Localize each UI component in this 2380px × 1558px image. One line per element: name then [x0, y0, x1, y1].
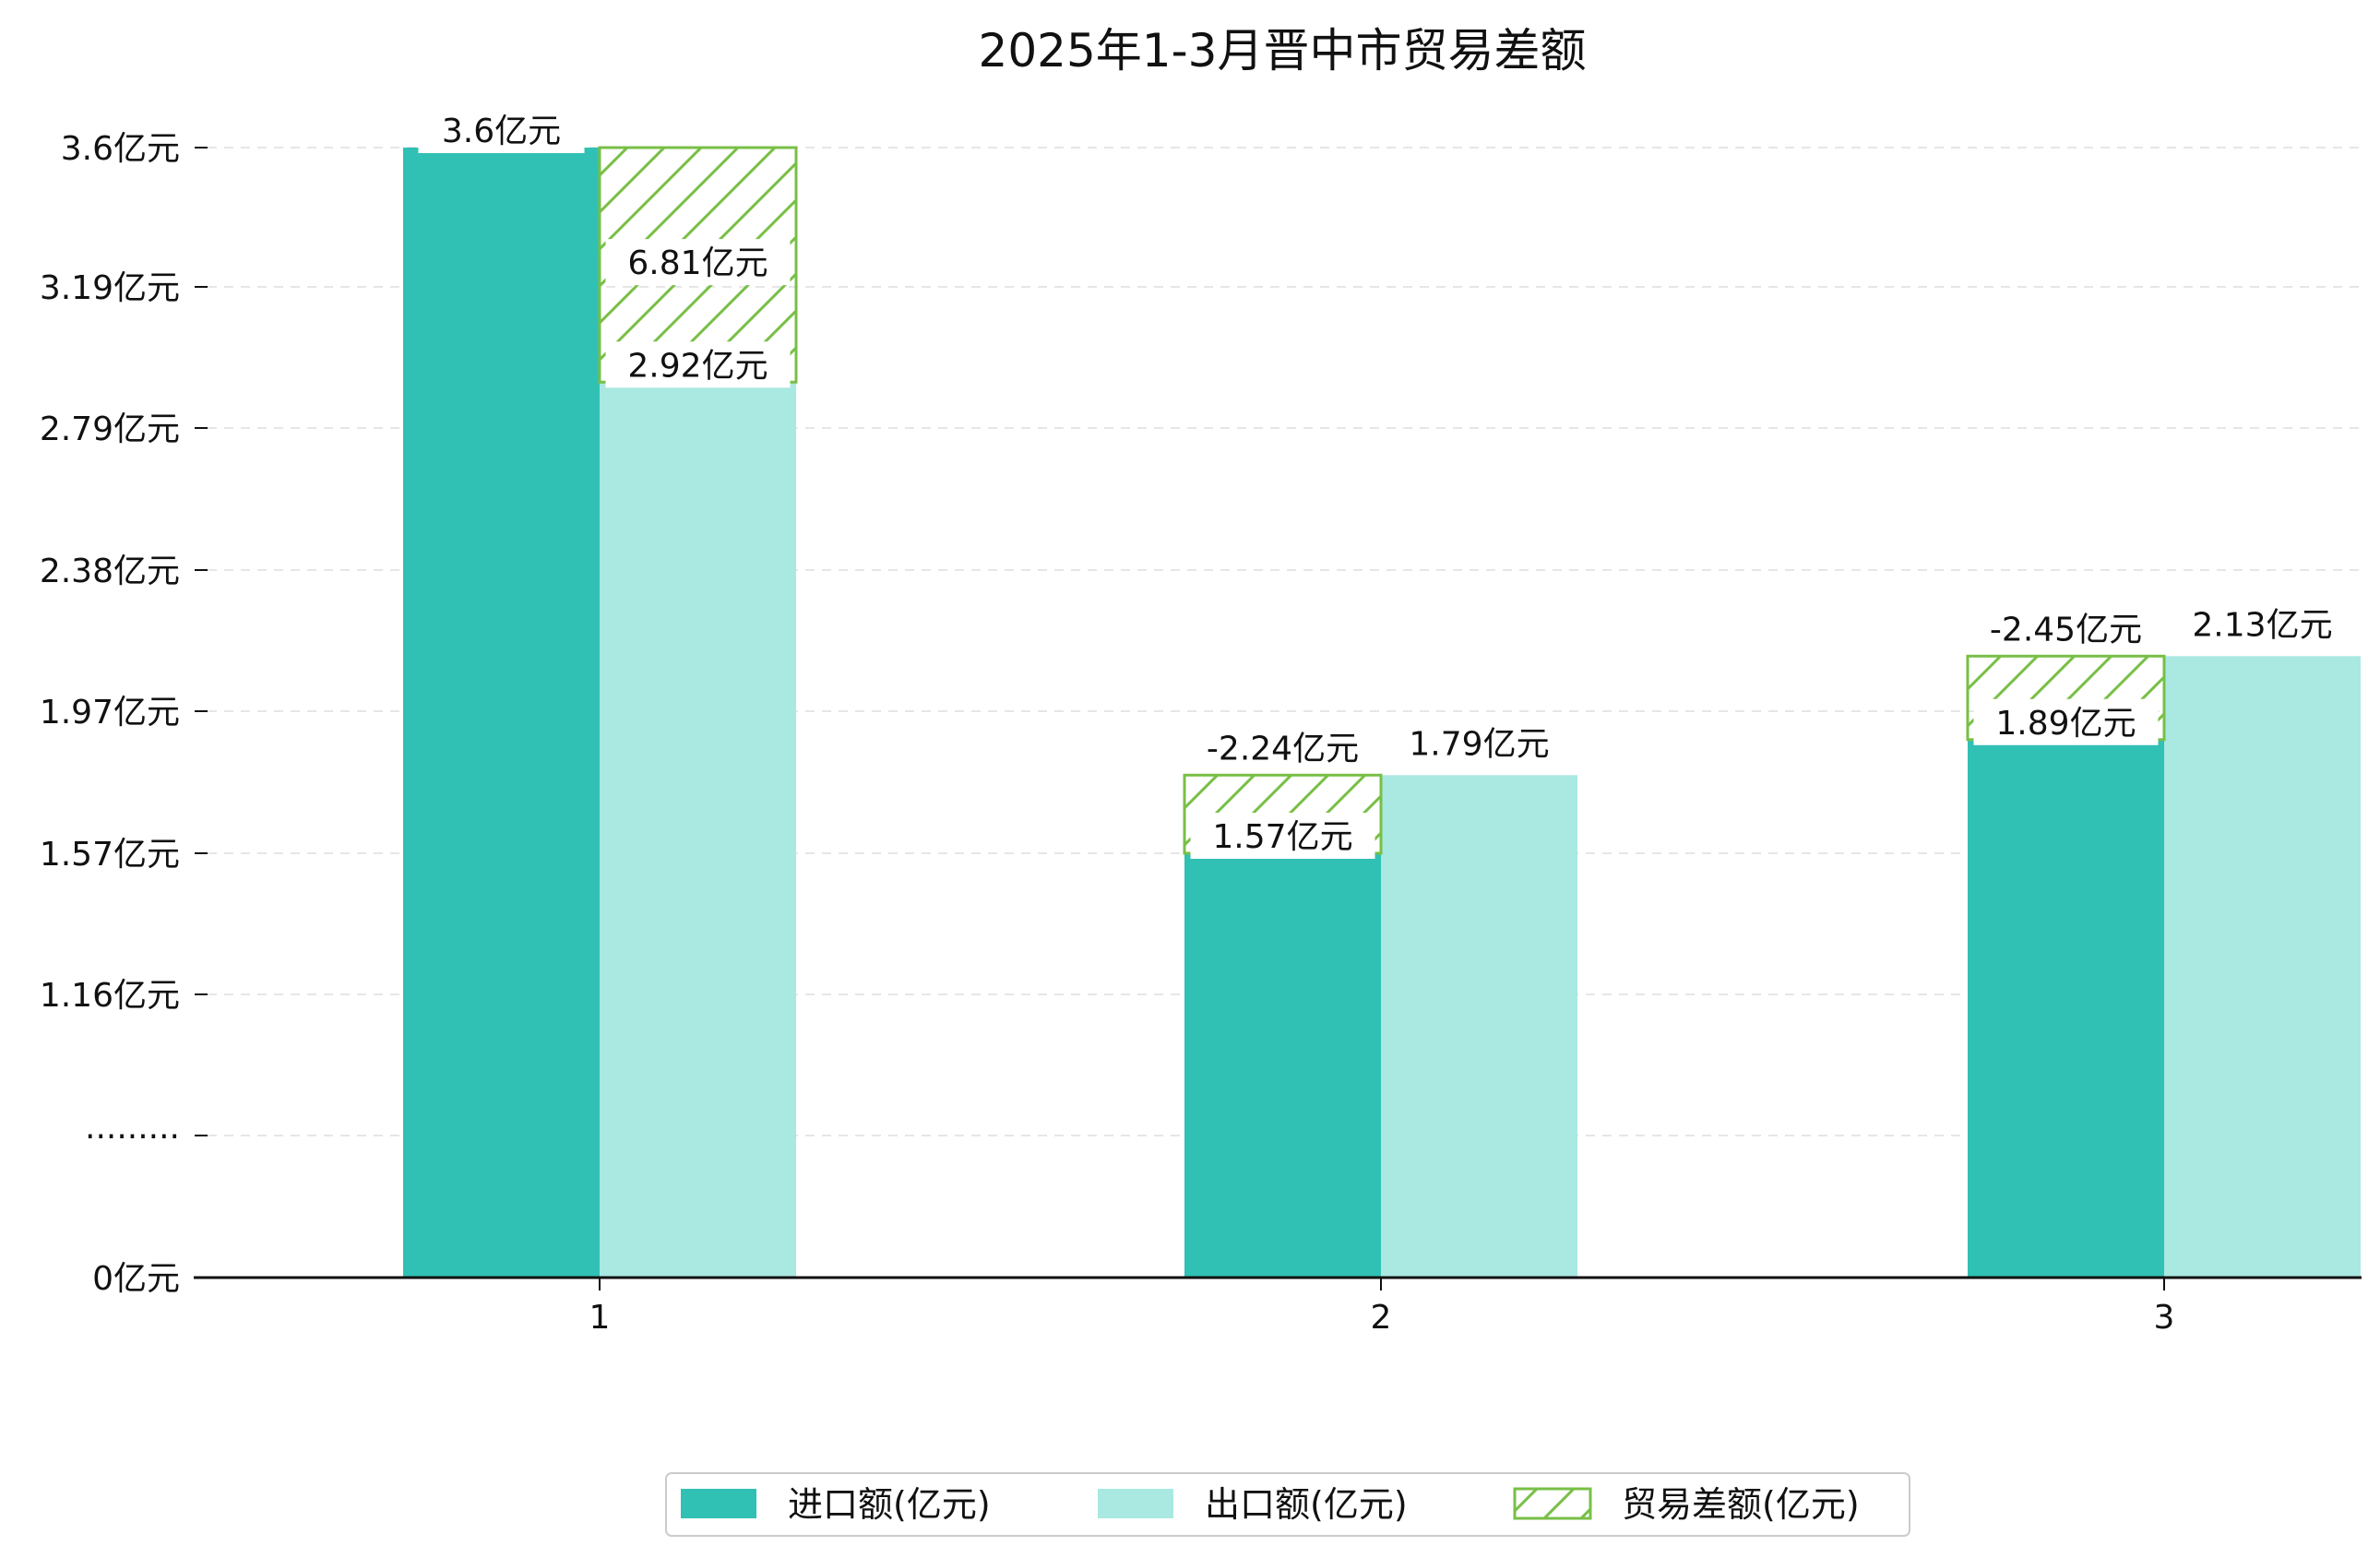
export-value-label: 1.79亿元	[1409, 725, 1549, 763]
legend-label: 出口额(亿元)	[1205, 1484, 1408, 1525]
legend-swatch	[1513, 1487, 1592, 1520]
y-tick-label: ·········	[85, 1118, 180, 1156]
import-bar	[1968, 739, 2164, 1278]
import-value-label: 3.6亿元	[442, 113, 561, 150]
y-tick-label: 0亿元	[92, 1260, 180, 1298]
y-tick-label: 2.79亿元	[40, 410, 180, 448]
trade-balance-label-bg	[1190, 724, 1375, 771]
y-tick-label: 1.97亿元	[40, 694, 180, 731]
trade-balance-label-bg	[1973, 605, 2159, 652]
export-value-label: 2.13亿元	[2192, 606, 2332, 644]
import-value-label-bg	[1190, 813, 1375, 859]
export-bar	[600, 382, 796, 1278]
y-tick-label: 3.19亿元	[40, 269, 180, 307]
x-tick-label: 3	[2154, 1299, 2175, 1337]
legend-label: 进口额(亿元)	[788, 1484, 991, 1525]
trade-balance-label: -2.45亿元	[1990, 611, 2142, 648]
x-tick-label: 1	[589, 1299, 611, 1337]
export-bar	[1381, 775, 1577, 1278]
x-tick-label: 2	[1371, 1299, 1392, 1337]
import-value-label: 1.57亿元	[1212, 818, 1352, 856]
export-value-label-bg	[2170, 601, 2355, 648]
y-tick-label: 1.57亿元	[40, 836, 180, 874]
trade-balance-label-bg	[605, 239, 791, 286]
legend-box	[665, 1472, 1910, 1537]
export-value-label-bg	[605, 341, 791, 388]
trade-balance-label: 6.81亿元	[627, 244, 768, 282]
import-value-label-bg	[1973, 698, 2159, 745]
data-labels: 3.6亿元 6.81亿元 2.92亿元 1.57亿元 -2.24亿元 1.79亿元 1.89…	[418, 107, 2355, 859]
y-tick-label: 1.16亿元	[40, 977, 180, 1015]
legend: 进口额(亿元) 出口额(亿元) 贸易差额(亿元)	[665, 1472, 1910, 1537]
import-value-label: 1.89亿元	[1995, 705, 2136, 743]
legend-swatch	[1098, 1489, 1173, 1518]
export-value-label: 2.92亿元	[627, 347, 768, 385]
y-tick-label: 3.6亿元	[61, 130, 180, 168]
import-bar	[403, 148, 600, 1278]
legend-label: 贸易差额(亿元)	[1622, 1484, 1860, 1525]
export-bar	[2164, 656, 2361, 1278]
chart-title: 2025年1-3月晋中市贸易差额	[979, 24, 1587, 77]
axes: 0亿元 ········· 1.16亿元 1.57亿元 1.97亿元 2.38亿元 2.79…	[40, 130, 2362, 1337]
y-tick-label: 2.38亿元	[40, 553, 180, 590]
import-bar	[1184, 853, 1381, 1278]
trade-balance-label: -2.24亿元	[1207, 730, 1359, 767]
export-value-label-bg	[1386, 720, 1572, 767]
legend-swatch	[681, 1489, 756, 1518]
import-value-label-bg	[418, 107, 585, 153]
